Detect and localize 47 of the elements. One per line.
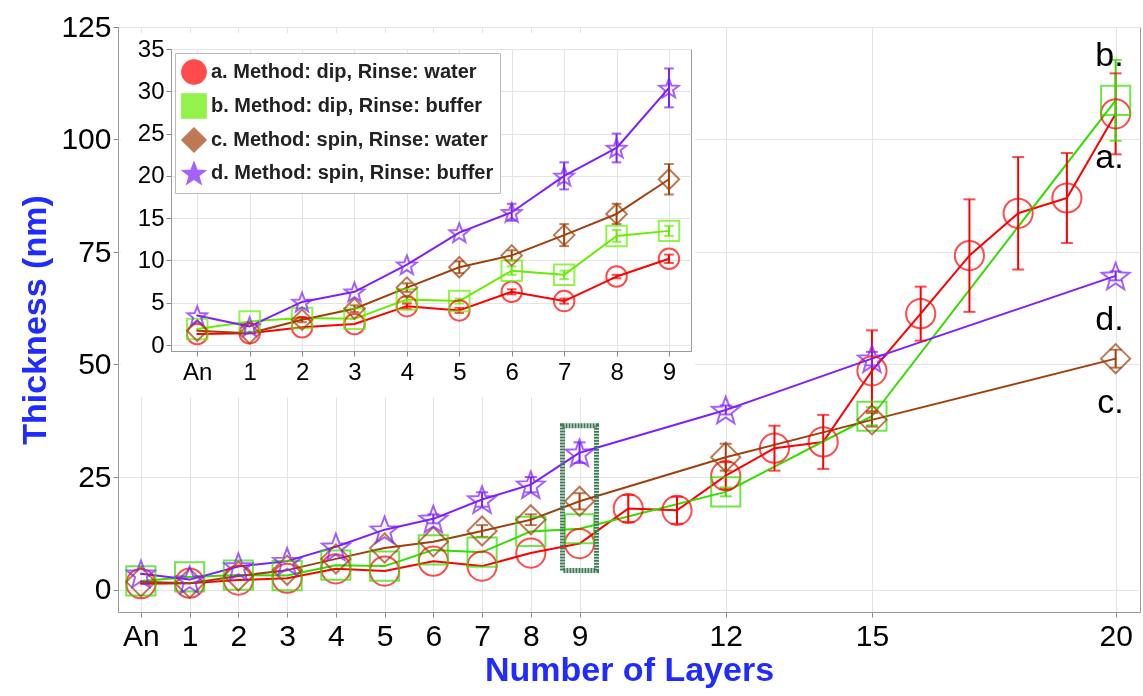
y-tick-label: 0 [94,572,112,605]
legend-label: b. Method: dip, Rinse: buffer [211,94,483,116]
series-label: c. [1097,381,1124,420]
x-tick-label: 2 [295,357,310,385]
x-tick-label: 4 [328,618,345,652]
x-tick-label: 6 [425,618,443,652]
y-tick-label: 15 [137,203,165,231]
y-tick-label: 100 [61,122,112,155]
x-tick-label: 9 [662,357,677,385]
x-tick-label: 8 [522,618,540,652]
y-tick-label: 5 [151,288,165,316]
y-axis-title: Thickness (nm) [15,195,54,445]
y-tick-label: 20 [137,161,165,189]
y-tick-label: 25 [137,119,165,147]
y-tick-label: 10 [137,245,165,273]
x-tick-label: 4 [400,357,415,385]
y-tick-label: 125 [61,9,112,43]
series-label: a. [1095,136,1124,175]
x-tick-label: 2 [230,618,248,652]
y-tick-label: 75 [78,234,112,268]
x-axis-title: Number of Layers [484,649,775,688]
x-tick-label: 20 [1099,618,1133,652]
x-tick-label: 12 [709,618,743,652]
x-tick-label: An [123,618,160,652]
x-tick-label: 7 [557,357,572,385]
y-tick-label: 50 [78,347,112,380]
x-tick-label: 6 [505,357,519,385]
x-tick-label: 9 [571,618,589,652]
y-tick-label: 25 [78,459,112,493]
x-tick-label: 7 [474,618,491,652]
x-tick-label: 1 [243,357,257,385]
y-tick-label: 30 [137,76,165,104]
y-tick-label: 0 [151,330,165,358]
series-label: b. [1095,35,1124,74]
x-tick-label: 3 [279,618,296,652]
x-tick-label: 3 [348,357,362,385]
x-tick-label: 5 [453,357,467,385]
x-tick-label: 15 [855,618,890,652]
x-tick-label: 1 [181,618,199,652]
x-tick-label: 8 [610,357,624,385]
legend-label: c. Method: spin, Rinse: water [211,128,488,150]
legend-label: a. Method: dip, Rinse: water [211,60,477,82]
y-tick-label: 35 [137,34,165,62]
x-tick-label: 5 [376,618,394,652]
legend-label: d. Method: spin, Rinse: buffer [211,161,494,183]
x-tick-label: An [183,357,213,385]
series-label: d. [1095,298,1124,337]
